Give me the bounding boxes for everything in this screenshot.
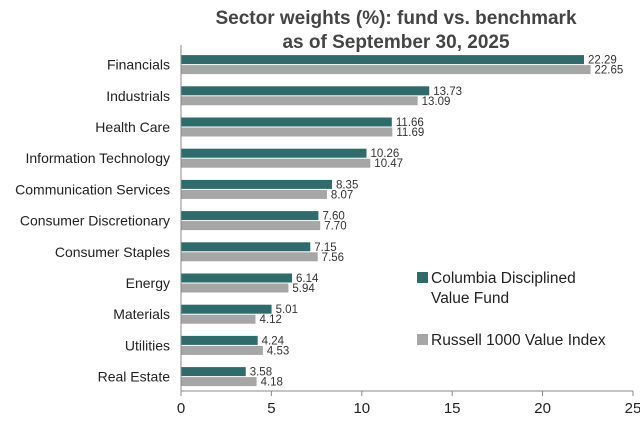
x-tick-label: 10 (353, 400, 370, 417)
category-label: Energy (126, 275, 170, 291)
chart-title-line-1: Sector weights (%): fund vs. benchmark (215, 8, 576, 29)
fund-bar (181, 117, 392, 127)
fund-value-label: 5.01 (276, 304, 298, 316)
benchmark-value-label: 7.70 (324, 221, 346, 233)
benchmark-value-label: 13.09 (422, 96, 451, 108)
x-tick-label: 0 (177, 400, 185, 417)
benchmark-value-label: 4.12 (259, 314, 281, 326)
benchmark-bar (181, 283, 289, 293)
benchmark-bar (181, 314, 256, 324)
fund-value-label: 22.29 (588, 55, 617, 67)
category-label: Utilities (125, 337, 170, 353)
fund-bar (181, 335, 258, 345)
benchmark-bar (181, 158, 371, 168)
fund-bar (181, 86, 430, 96)
legend-benchmark-swatch (417, 334, 428, 345)
chart-legend: Columbia Disciplined Value Fund Russell 10… (417, 270, 606, 349)
fund-value-label: 7.15 (314, 242, 336, 254)
benchmark-bar (181, 345, 263, 355)
category-label: Communication Services (15, 181, 170, 197)
benchmark-bar (181, 189, 327, 199)
category-label: Consumer Staples (55, 244, 170, 260)
chart-title: Sector weights (%): fund vs. benchmark a… (215, 8, 576, 53)
x-tick-label: 15 (444, 400, 461, 417)
fund-value-label: 11.66 (396, 117, 424, 129)
benchmark-value-label: 22.65 (595, 65, 624, 77)
fund-value-label: 7.60 (322, 211, 344, 223)
category-label: Industrials (106, 88, 170, 104)
category-label: Materials (113, 306, 170, 322)
fund-bar (181, 55, 585, 65)
category-label: Health Care (95, 119, 170, 135)
benchmark-bar (181, 221, 321, 231)
x-tick-label: 20 (534, 400, 551, 417)
category-label: Consumer Discretionary (20, 213, 170, 229)
category-label: Information Technology (26, 150, 171, 166)
benchmark-bar (181, 96, 418, 106)
benchmark-bar (181, 127, 393, 137)
fund-bar (181, 148, 367, 158)
x-tick-label: 25 (625, 400, 640, 417)
benchmark-bar (181, 65, 591, 75)
benchmark-bar (181, 252, 318, 262)
benchmark-value-label: 4.53 (267, 345, 289, 357)
chart-title-line-2: as of September 30, 2025 (282, 32, 509, 53)
fund-bar (181, 179, 332, 189)
category-label: Financials (107, 57, 170, 73)
x-axis: 0 5 10 15 20 25 (177, 45, 640, 417)
fund-value-label: 8.35 (336, 179, 358, 191)
benchmark-value-label: 8.07 (331, 189, 353, 201)
fund-value-label: 3.58 (250, 367, 272, 379)
benchmark-value-label: 11.69 (396, 127, 424, 139)
legend-fund-label: Value Fund (431, 290, 509, 307)
fund-value-label: 13.73 (433, 86, 462, 98)
fund-bar (181, 304, 272, 314)
category-label: Real Estate (98, 369, 171, 385)
fund-value-label: 10.26 (371, 148, 400, 160)
benchmark-value-label: 7.56 (322, 252, 344, 264)
legend-fund-swatch (417, 272, 428, 283)
fund-bar (181, 367, 246, 377)
fund-bar (181, 211, 319, 221)
fund-value-label: 4.24 (262, 335, 285, 347)
benchmark-bar (181, 377, 257, 387)
x-tick-label: 5 (267, 400, 275, 417)
fund-bar (181, 273, 293, 283)
benchmark-value-label: 10.47 (374, 158, 403, 170)
legend-fund-label: Columbia Disciplined (431, 270, 576, 287)
category-labels: Financials Industrials Health Care Informat… (15, 57, 170, 385)
fund-value-label: 6.14 (296, 273, 319, 285)
legend-benchmark-label: Russell 1000 Value Index (431, 332, 606, 349)
benchmark-value-label: 4.18 (261, 377, 283, 389)
fund-bar (181, 242, 311, 252)
benchmark-value-label: 5.94 (292, 283, 315, 295)
